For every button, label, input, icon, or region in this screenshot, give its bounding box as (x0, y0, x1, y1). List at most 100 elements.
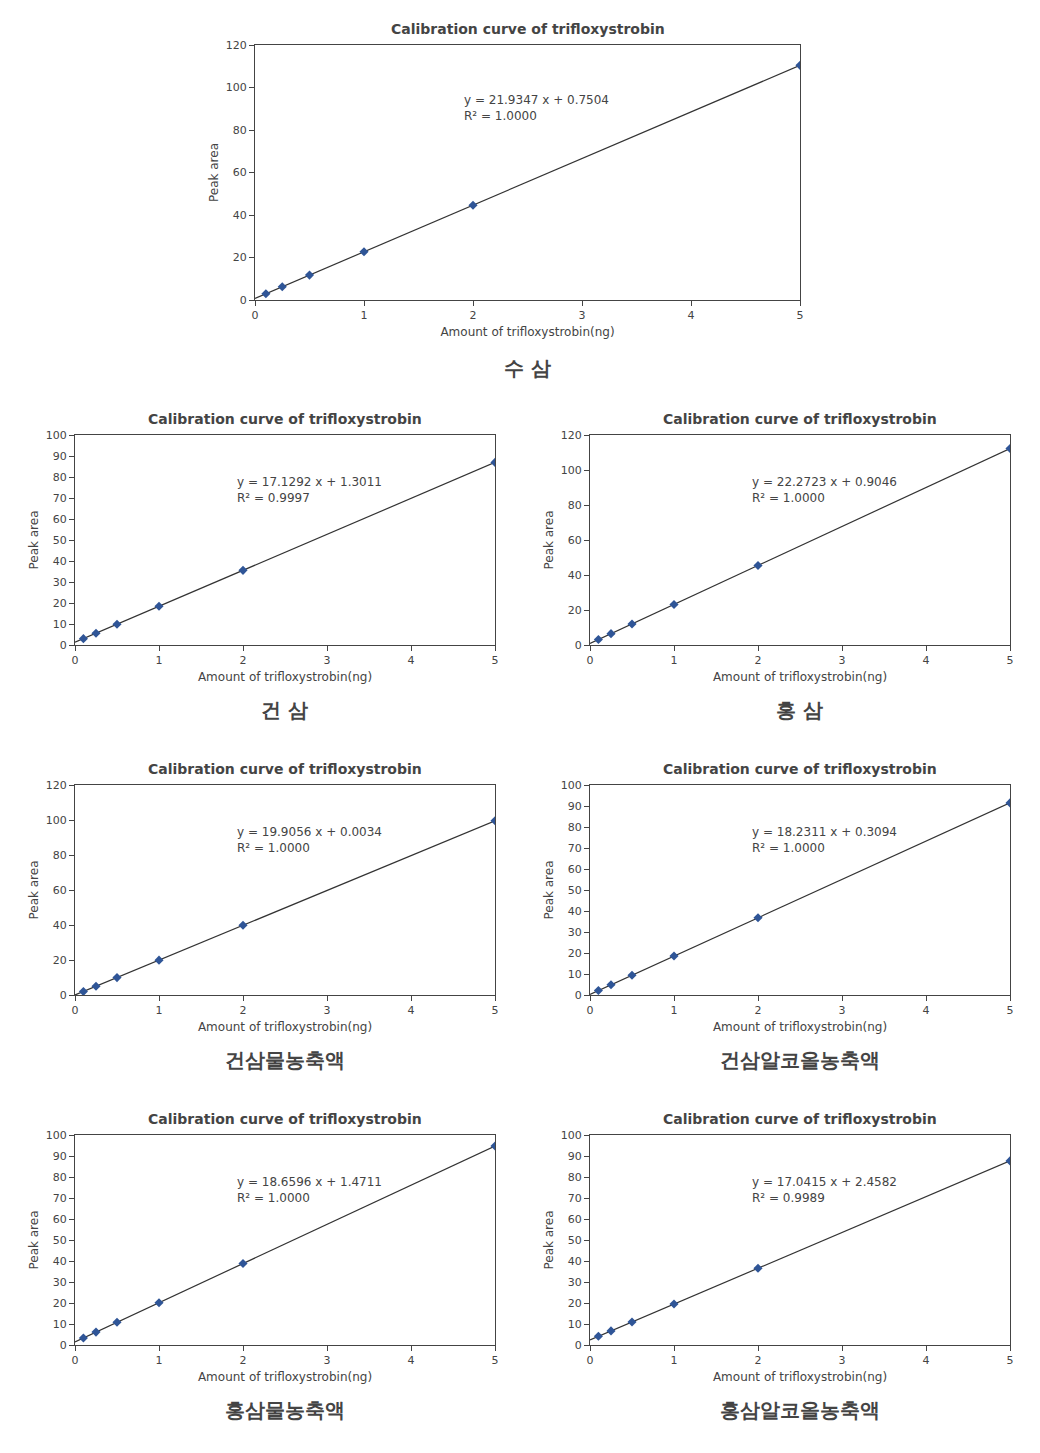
svg-text:120: 120 (561, 429, 582, 442)
svg-text:5: 5 (1007, 1354, 1014, 1367)
svg-text:40: 40 (568, 569, 582, 582)
svg-text:y = 17.1292 x + 1.3011R² = 0.9: y = 17.1292 x + 1.3011R² = 0.9997 (237, 475, 382, 505)
svg-text:20: 20 (53, 597, 67, 610)
svg-text:30: 30 (53, 576, 67, 589)
svg-text:20: 20 (53, 1297, 67, 1310)
svg-text:40: 40 (53, 1255, 67, 1268)
svg-text:30: 30 (53, 1276, 67, 1289)
svg-text:y = 18.6596 x + 1.4711R² = 1.0: y = 18.6596 x + 1.4711R² = 1.0000 (237, 1175, 382, 1205)
svg-text:100: 100 (561, 464, 582, 477)
svg-text:20: 20 (568, 947, 582, 960)
svg-text:100: 100 (561, 779, 582, 792)
svg-text:3: 3 (324, 1354, 331, 1367)
svg-text:Amount of trifloxystrobin(ng): Amount of trifloxystrobin(ng) (713, 670, 887, 684)
svg-text:Amount of trifloxystrobin(ng): Amount of trifloxystrobin(ng) (713, 1020, 887, 1034)
svg-text:1: 1 (156, 1354, 163, 1367)
svg-text:0: 0 (60, 989, 67, 1002)
svg-text:20: 20 (53, 954, 67, 967)
svg-text:20: 20 (568, 1297, 582, 1310)
svg-text:5: 5 (1007, 654, 1014, 667)
svg-text:50: 50 (53, 1234, 67, 1247)
svg-text:90: 90 (568, 800, 582, 813)
svg-text:0: 0 (575, 639, 582, 652)
svg-text:Peak area: Peak area (207, 143, 221, 202)
svg-text:5: 5 (492, 654, 499, 667)
svg-text:70: 70 (53, 492, 67, 505)
svg-text:40: 40 (53, 555, 67, 568)
svg-text:30: 30 (568, 1276, 582, 1289)
svg-text:Calibration curve of trifloxys: Calibration curve of trifloxystrobin (391, 21, 665, 37)
svg-text:0: 0 (587, 1354, 594, 1367)
svg-text:4: 4 (923, 1004, 930, 1017)
svg-text:100: 100 (561, 1129, 582, 1142)
svg-text:Amount of trifloxystrobin(ng): Amount of trifloxystrobin(ng) (713, 1370, 887, 1384)
svg-text:홍삼알코올농축액: 홍삼알코올농축액 (720, 1398, 880, 1422)
svg-text:Peak area: Peak area (542, 510, 556, 569)
svg-text:0: 0 (575, 989, 582, 1002)
svg-text:2: 2 (240, 1354, 247, 1367)
svg-text:Peak area: Peak area (542, 1210, 556, 1269)
svg-text:Amount of trifloxystrobin(ng): Amount of trifloxystrobin(ng) (440, 325, 614, 339)
svg-text:60: 60 (568, 863, 582, 876)
svg-text:10: 10 (53, 1318, 67, 1331)
svg-text:60: 60 (568, 1213, 582, 1226)
svg-text:3: 3 (324, 654, 331, 667)
svg-text:5: 5 (1007, 1004, 1014, 1017)
svg-text:Amount of trifloxystrobin(ng): Amount of trifloxystrobin(ng) (198, 670, 372, 684)
svg-text:0: 0 (575, 1339, 582, 1352)
svg-text:0: 0 (252, 309, 259, 322)
svg-text:3: 3 (324, 1004, 331, 1017)
svg-text:Peak area: Peak area (27, 1210, 41, 1269)
svg-text:0: 0 (72, 654, 79, 667)
svg-text:Calibration curve of trifloxys: Calibration curve of trifloxystrobin (663, 411, 937, 427)
svg-text:80: 80 (53, 849, 67, 862)
svg-text:5: 5 (492, 1354, 499, 1367)
svg-text:0: 0 (72, 1354, 79, 1367)
svg-text:홍 삼: 홍 삼 (776, 698, 823, 722)
svg-text:10: 10 (568, 1318, 582, 1331)
svg-text:3: 3 (579, 309, 586, 322)
svg-text:Amount of trifloxystrobin(ng): Amount of trifloxystrobin(ng) (198, 1020, 372, 1034)
svg-text:50: 50 (568, 1234, 582, 1247)
svg-text:10: 10 (568, 968, 582, 981)
svg-text:90: 90 (53, 450, 67, 463)
svg-text:y = 17.0415 x + 2.4582R² = 0.9: y = 17.0415 x + 2.4582R² = 0.9989 (752, 1175, 897, 1205)
svg-text:20: 20 (568, 604, 582, 617)
svg-text:30: 30 (568, 926, 582, 939)
svg-text:40: 40 (568, 905, 582, 918)
svg-text:80: 80 (233, 124, 247, 137)
svg-text:y = 21.9347 x + 0.7504R² = 1.0: y = 21.9347 x + 0.7504R² = 1.0000 (464, 93, 609, 123)
svg-text:2: 2 (755, 1354, 762, 1367)
svg-text:4: 4 (408, 1004, 415, 1017)
svg-text:60: 60 (53, 1213, 67, 1226)
svg-text:Calibration curve of trifloxys: Calibration curve of trifloxystrobin (663, 761, 937, 777)
svg-text:80: 80 (568, 1171, 582, 1184)
svg-text:0: 0 (72, 1004, 79, 1017)
svg-text:1: 1 (671, 1004, 678, 1017)
svg-text:수 삼: 수 삼 (504, 356, 551, 380)
svg-text:70: 70 (568, 842, 582, 855)
svg-text:20: 20 (233, 251, 247, 264)
svg-text:건 삼: 건 삼 (261, 698, 308, 722)
svg-text:1: 1 (156, 1004, 163, 1017)
svg-text:60: 60 (53, 513, 67, 526)
svg-text:1: 1 (671, 1354, 678, 1367)
svg-text:100: 100 (226, 81, 247, 94)
svg-text:y = 18.2311 x + 0.3094R² = 1.0: y = 18.2311 x + 0.3094R² = 1.0000 (752, 825, 897, 855)
svg-text:100: 100 (46, 814, 67, 827)
svg-text:120: 120 (46, 779, 67, 792)
svg-text:0: 0 (60, 1339, 67, 1352)
svg-text:0: 0 (60, 639, 67, 652)
svg-text:2: 2 (755, 1004, 762, 1017)
svg-text:y = 19.9056 x + 0.0034R² = 1.0: y = 19.9056 x + 0.0034R² = 1.0000 (237, 825, 382, 855)
svg-text:80: 80 (568, 499, 582, 512)
svg-text:Calibration curve of trifloxys: Calibration curve of trifloxystrobin (148, 761, 422, 777)
svg-text:2: 2 (755, 654, 762, 667)
svg-text:5: 5 (797, 309, 804, 322)
svg-text:Calibration curve of trifloxys: Calibration curve of trifloxystrobin (148, 411, 422, 427)
svg-text:4: 4 (688, 309, 695, 322)
svg-text:80: 80 (568, 821, 582, 834)
svg-text:건삼물농축액: 건삼물농축액 (225, 1048, 345, 1072)
svg-text:80: 80 (53, 471, 67, 484)
svg-text:60: 60 (53, 884, 67, 897)
